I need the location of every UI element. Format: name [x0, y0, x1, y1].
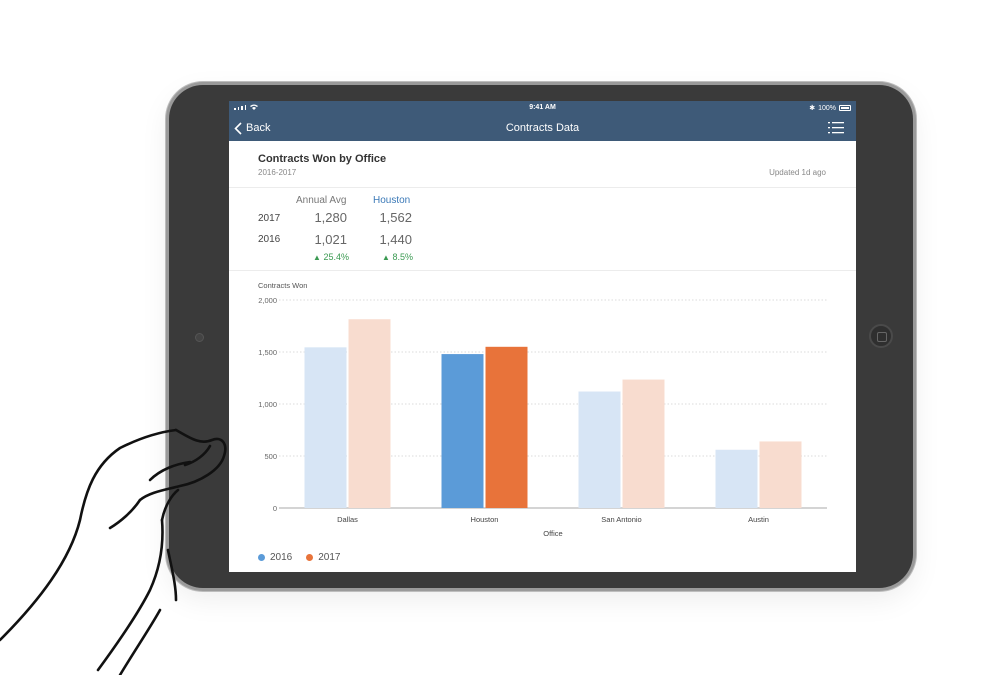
kpi-delta-avg: ▲ 25.4% — [299, 252, 349, 262]
bar-2016-dallas — [304, 347, 347, 508]
legend-dot — [306, 554, 314, 561]
x-axis-label: Office — [543, 529, 562, 538]
legend-dot — [258, 554, 265, 561]
y-tick-label: 1,000 — [258, 400, 277, 409]
legend: 2016 2017 — [258, 552, 341, 563]
card-subtitle: 2016-2017 — [258, 168, 297, 177]
kpi-year: 2016 — [258, 234, 281, 245]
card-title: Contracts Won by Office — [258, 153, 387, 165]
kpi-delta-value: 25.4% — [323, 252, 349, 262]
nav-title: Contracts Data — [505, 122, 580, 134]
bar-2016-san-antonio — [578, 391, 621, 508]
signal-icon — [234, 104, 258, 110]
chevron-left-icon — [234, 121, 242, 135]
legend-label: 2017 — [318, 552, 341, 563]
kpi-delta-city: ▲ 8.5% — [363, 252, 413, 262]
kpi-value-avg: 1,280 — [314, 210, 347, 225]
kpi-value-city: 1,440 — [379, 232, 412, 247]
kpi-table: Annual Avg Houston 2017 1,280 1,562 2016… — [229, 188, 856, 271]
bar-2017-austin — [759, 441, 802, 508]
updated-label: Updated 1d ago — [769, 168, 826, 177]
x-tick-label: San Antonio — [601, 515, 641, 524]
bluetooth-icon: ✱ — [809, 105, 816, 112]
camera — [195, 333, 204, 342]
navigation-bar: Back Contracts Data — [229, 115, 856, 141]
x-tick-label: Austin — [748, 515, 769, 524]
legend-item-2017[interactable]: 2017 — [306, 552, 341, 563]
arrow-up-icon: ▲ — [382, 253, 390, 262]
arrow-up-icon: ▲ — [313, 253, 321, 262]
wifi-icon — [250, 104, 258, 110]
status-time: 9:41 AM — [529, 104, 556, 111]
kpi-value-avg: 1,021 — [314, 232, 347, 247]
y-tick-label: 1,500 — [258, 348, 277, 357]
bar-2017-san-antonio — [622, 379, 665, 508]
status-bar: 9:41 AM ✱ 100% — [229, 101, 856, 115]
bar-2017-houston — [485, 346, 528, 508]
back-button[interactable]: Back — [234, 120, 270, 136]
kpi-header-avg: Annual Avg — [296, 195, 347, 206]
legend-item-2016[interactable]: 2016 — [258, 552, 292, 563]
back-label: Back — [246, 122, 271, 134]
y-tick-label: 0 — [273, 504, 277, 513]
battery-icon — [839, 105, 851, 111]
kpi-delta-value: 8.5% — [392, 252, 413, 262]
home-button[interactable] — [869, 324, 893, 348]
app-screen: 9:41 AM ✱ 100% Back Contracts Data Contr… — [229, 101, 856, 572]
kpi-header-city[interactable]: Houston — [373, 195, 411, 206]
x-tick-label: Houston — [471, 515, 499, 524]
list-icon[interactable] — [828, 121, 844, 135]
kpi-year: 2017 — [258, 213, 281, 224]
y-tick-label: 2,000 — [258, 296, 277, 305]
kpi-value-city: 1,562 — [379, 210, 412, 225]
card-header: Contracts Won by Office 2016-2017 Update… — [229, 141, 856, 188]
bar-2017-dallas — [348, 319, 391, 508]
y-axis-label: Contracts Won — [258, 281, 307, 290]
legend-label: 2016 — [270, 552, 293, 563]
battery-percent: 100% — [818, 104, 836, 112]
bar-2016-austin — [715, 449, 758, 508]
y-tick-label: 500 — [264, 452, 277, 461]
chart: Contracts Won 0 500 1,000 1,500 2,000 Dallas Ho… — [229, 271, 856, 572]
bar-chart: Contracts Won 0 500 1,000 1,500 2,000 Dallas Ho… — [258, 281, 827, 538]
bar-2016-houston — [441, 354, 484, 508]
x-tick-label: Dallas — [337, 515, 358, 524]
